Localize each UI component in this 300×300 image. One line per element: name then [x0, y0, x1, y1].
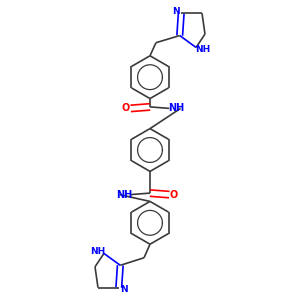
Text: NH: NH	[195, 45, 210, 54]
Text: N: N	[120, 285, 128, 294]
Text: NH: NH	[168, 103, 184, 113]
Text: NH: NH	[116, 190, 132, 200]
Text: N: N	[172, 7, 180, 16]
Text: NH: NH	[90, 247, 105, 256]
Text: O: O	[122, 103, 130, 113]
Text: O: O	[170, 190, 178, 200]
